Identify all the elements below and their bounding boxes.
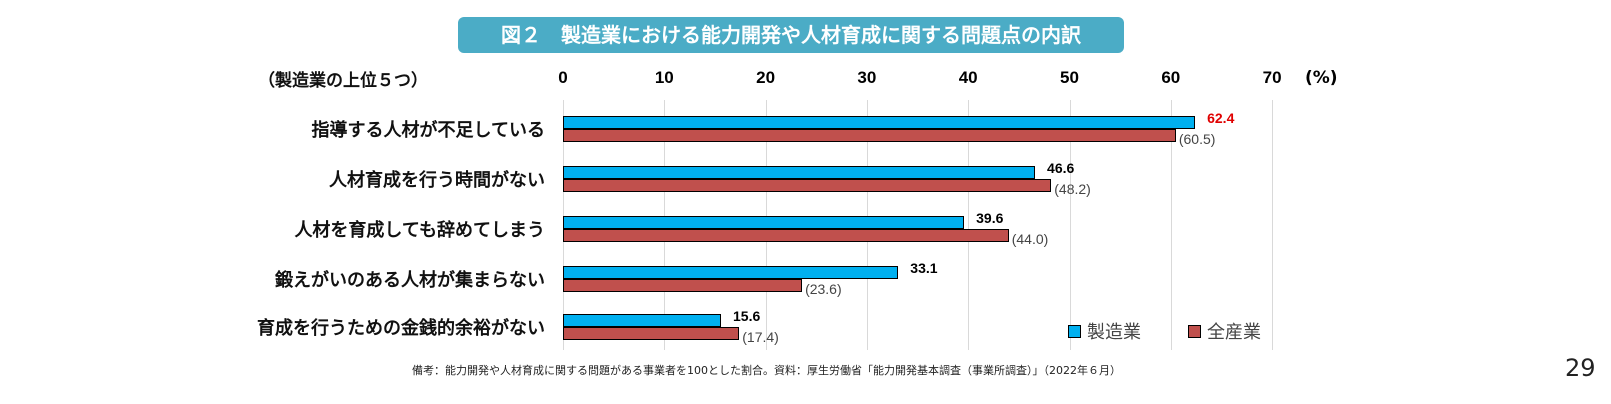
data-label: 39.6 [976,210,1004,226]
bar-manufacturing [563,216,965,229]
data-label: (48.2) [1054,181,1091,197]
category-label: 人材育成を行う時間がない [329,170,545,191]
bar-manufacturing [563,266,899,279]
bar-all-industries [563,179,1052,192]
category-label: 鍛えがいのある人材が集まらない [275,270,545,291]
page-number: 29 [1565,354,1596,382]
data-label: 15.6 [733,308,761,324]
bar-all-industries [563,229,1009,242]
category-label: 人材を育成しても辞めてしまう [294,220,545,241]
gridline [968,100,970,350]
legend-item-manufacturing: 製造業 [1068,318,1141,344]
bar-all-industries [563,129,1176,142]
chart-title: 図２ 製造業における能力開発や人材育成に関する問題点の内訳 [458,17,1124,53]
chart-subtitle: （製造業の上位５つ） [258,71,428,91]
data-label: 62.4 [1207,110,1235,126]
bar-manufacturing [563,166,1036,179]
x-tick-label: 10 [654,68,674,87]
gridline [1272,100,1274,350]
axis-unit: (%) [1305,68,1338,88]
legend-swatch [1188,324,1201,338]
legend-label: 全産業 [1207,322,1261,343]
data-label: (17.4) [742,329,779,345]
x-tick-label: 70 [1262,68,1282,87]
bar-all-industries [563,279,803,292]
gridline [1069,100,1071,350]
legend-swatch [1068,324,1081,338]
gridline [1170,100,1172,350]
legend-item-all-industries: 全産業 [1188,318,1261,344]
category-label: 指導する人材が不足している [311,120,545,141]
category-label: 育成を行うための金銭的余裕がない [257,318,545,339]
x-tick-label: 50 [1060,68,1079,87]
footnote: 備考：能力開発や人材育成に関する問題がある事業者を100とした割合。資料：厚生労… [412,364,1121,377]
data-label: 46.6 [1047,160,1075,176]
data-label: (60.5) [1178,131,1216,147]
x-tick-label: 30 [857,68,877,87]
legend-label: 製造業 [1087,322,1141,343]
bar-manufacturing [563,314,722,327]
data-label: 33.1 [910,260,938,276]
x-tick-label: 0 [558,68,568,87]
x-tick-label: 60 [1161,68,1181,87]
bar-all-industries [563,327,740,340]
x-tick-label: 20 [756,68,776,87]
bar-manufacturing [563,116,1196,129]
x-tick-label: 40 [958,68,978,87]
data-label: (44.0) [1011,231,1049,247]
data-label: (23.6) [805,281,842,297]
